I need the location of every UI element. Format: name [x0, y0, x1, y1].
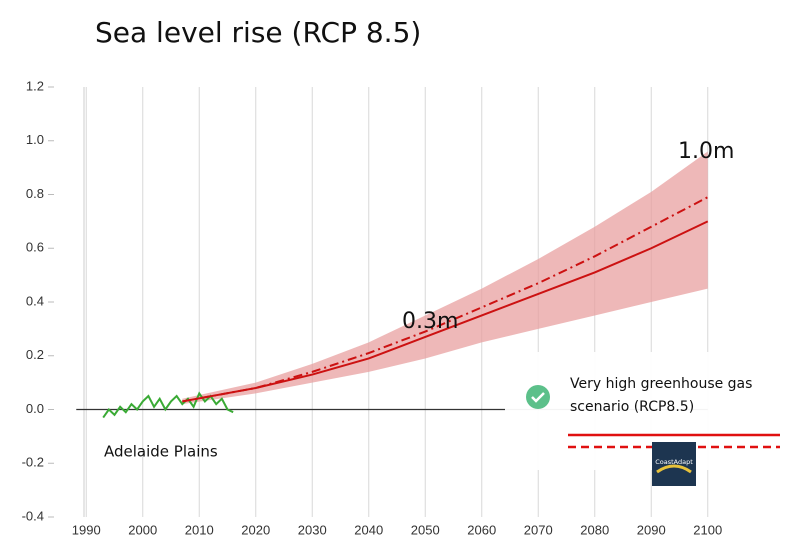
- x-tick-label: 2090: [637, 522, 666, 537]
- series-line: [102, 391, 234, 419]
- x-tick-label: 2060: [467, 522, 496, 537]
- y-tick-label: 0.6: [26, 240, 44, 255]
- y-tick-label: 1.2: [26, 78, 44, 93]
- series-line: [182, 196, 709, 403]
- annotation: 0.3m: [402, 309, 458, 334]
- annotation: 1.0m: [678, 139, 734, 164]
- y-tick-label: -0.2: [22, 455, 44, 470]
- y-tick-label: 0.4: [26, 293, 44, 308]
- annotation: Adelaide Plains: [104, 443, 218, 461]
- legend-box: [505, 352, 787, 470]
- logo-text: CoastAdapt: [655, 458, 693, 466]
- x-tick-label: 2020: [241, 522, 270, 537]
- x-tick-label: 2030: [298, 522, 327, 537]
- y-tick-label: 0.8: [26, 186, 44, 201]
- y-tick-label: 0.2: [26, 347, 44, 362]
- x-tick-label: 2070: [524, 522, 553, 537]
- logo-wave: [656, 464, 692, 474]
- x-tick-label: 2080: [580, 522, 609, 537]
- x-tick-label: 2050: [411, 522, 440, 537]
- chart-title: Sea level rise (RCP 8.5): [95, 16, 421, 49]
- x-tick-label: 2100: [693, 522, 722, 537]
- logo: [652, 442, 696, 486]
- check-icon: [526, 385, 550, 409]
- legend: Very high greenhouse gas scenario (RCP8.…: [505, 352, 787, 486]
- legend-label: Very high greenhouse gas: [570, 376, 752, 392]
- check-mark: [531, 392, 545, 403]
- x-tick-label: 2040: [354, 522, 383, 537]
- y-tick-label: 0.0: [26, 401, 44, 416]
- x-tick-label: 2010: [185, 522, 214, 537]
- x-tick-label: 1990: [72, 522, 101, 537]
- plot-area: 1990 2000 2010 2020 2030 2040 2050 2060 2070 2080…: [22, 78, 723, 537]
- series-line: [182, 220, 709, 403]
- x-tick-label: 2000: [128, 522, 157, 537]
- y-tick-label: -0.4: [22, 508, 44, 523]
- y-tick-label: 1.0: [26, 132, 44, 147]
- uncertainty-band: [182, 151, 708, 405]
- legend-label: scenario (RCP8.5): [570, 399, 694, 415]
